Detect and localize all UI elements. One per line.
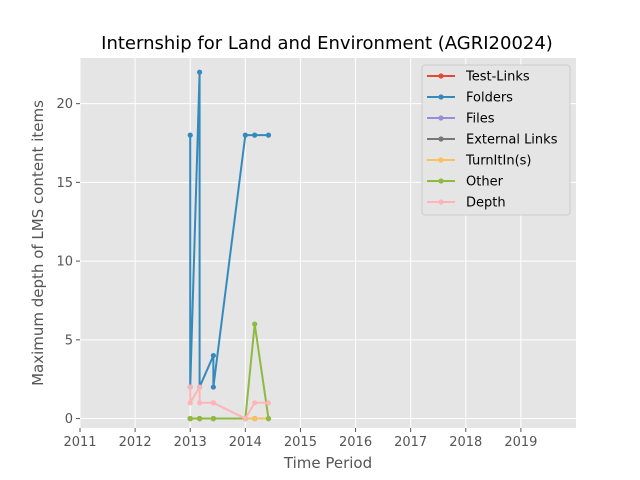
x-tick-label: 2014	[229, 435, 262, 450]
legend-item: Folders	[427, 91, 513, 106]
x-tick-label: 2011	[63, 435, 96, 450]
legend-label: External Links	[466, 133, 558, 148]
data-point	[196, 415, 203, 422]
x-tick-label: 2019	[504, 435, 537, 450]
legend-label: Other	[466, 175, 504, 190]
legend-label: Test-Links	[465, 70, 530, 85]
data-point	[265, 400, 272, 406]
legend-label: Files	[466, 112, 495, 127]
x-tick-label: 2012	[119, 435, 152, 450]
data-point	[210, 352, 216, 359]
data-point	[187, 384, 193, 390]
data-point	[265, 415, 272, 422]
y-tick-label: 20	[56, 97, 73, 112]
data-point	[210, 400, 216, 406]
data-point	[187, 415, 193, 422]
series-line	[189, 386, 269, 420]
series-depth	[187, 384, 272, 422]
x-axis-ticks: 2011 2012 2013 2014 2015 2016 2017 2018 2019	[63, 428, 537, 450]
legend-item: Test-Links	[427, 70, 530, 85]
y-tick-label: 10	[56, 255, 73, 270]
y-axis-label: Maximum depth of LMS content items	[29, 100, 47, 386]
data-point	[210, 415, 216, 422]
legend-item: Depth	[427, 196, 506, 211]
legend-marker	[438, 136, 444, 142]
x-tick-label: 2018	[449, 435, 482, 450]
legend-box	[421, 64, 571, 216]
x-tick-label: 2015	[284, 435, 317, 450]
data-point	[196, 400, 203, 406]
data-point	[210, 384, 216, 390]
legend-marker	[438, 73, 444, 79]
data-point	[187, 400, 193, 406]
legend-item: TurnItIn(s)	[427, 154, 531, 169]
data-point	[252, 321, 258, 327]
y-tick-label: 0	[65, 412, 73, 427]
data-point	[196, 384, 203, 390]
data-point	[252, 132, 258, 138]
legend-marker	[438, 199, 444, 205]
chart-title: Internship for Land and Environment (AGR…	[101, 33, 553, 54]
x-tick-label: 2016	[339, 435, 372, 450]
y-tick-label: 15	[56, 176, 73, 191]
legend-marker	[438, 178, 444, 184]
series-layer	[187, 69, 272, 422]
data-point	[187, 132, 193, 138]
legend-item: Files	[427, 112, 495, 127]
y-axis-ticks: 0 5 10 15 20	[56, 97, 80, 427]
data-point	[252, 400, 258, 406]
data-point	[265, 132, 272, 138]
legend-label: Folders	[466, 91, 513, 106]
legend-label: TurnItIn(s)	[465, 154, 531, 169]
legend-marker	[438, 94, 444, 100]
data-point	[252, 415, 258, 422]
legend-label: Depth	[466, 196, 506, 211]
x-tick-label: 2017	[394, 435, 427, 450]
legend-marker	[438, 115, 444, 121]
legend-marker	[438, 157, 444, 163]
data-point	[242, 132, 248, 138]
y-tick-label: 5	[65, 333, 73, 348]
legend-item: External Links	[427, 133, 558, 148]
x-axis-label: Time Period	[283, 454, 372, 472]
data-point	[242, 415, 248, 422]
legend-item: Other	[427, 175, 504, 190]
x-tick-label: 2013	[174, 435, 207, 450]
legend: Test-Links Folders Files External Links Turn…	[421, 64, 571, 216]
data-point	[196, 69, 203, 75]
